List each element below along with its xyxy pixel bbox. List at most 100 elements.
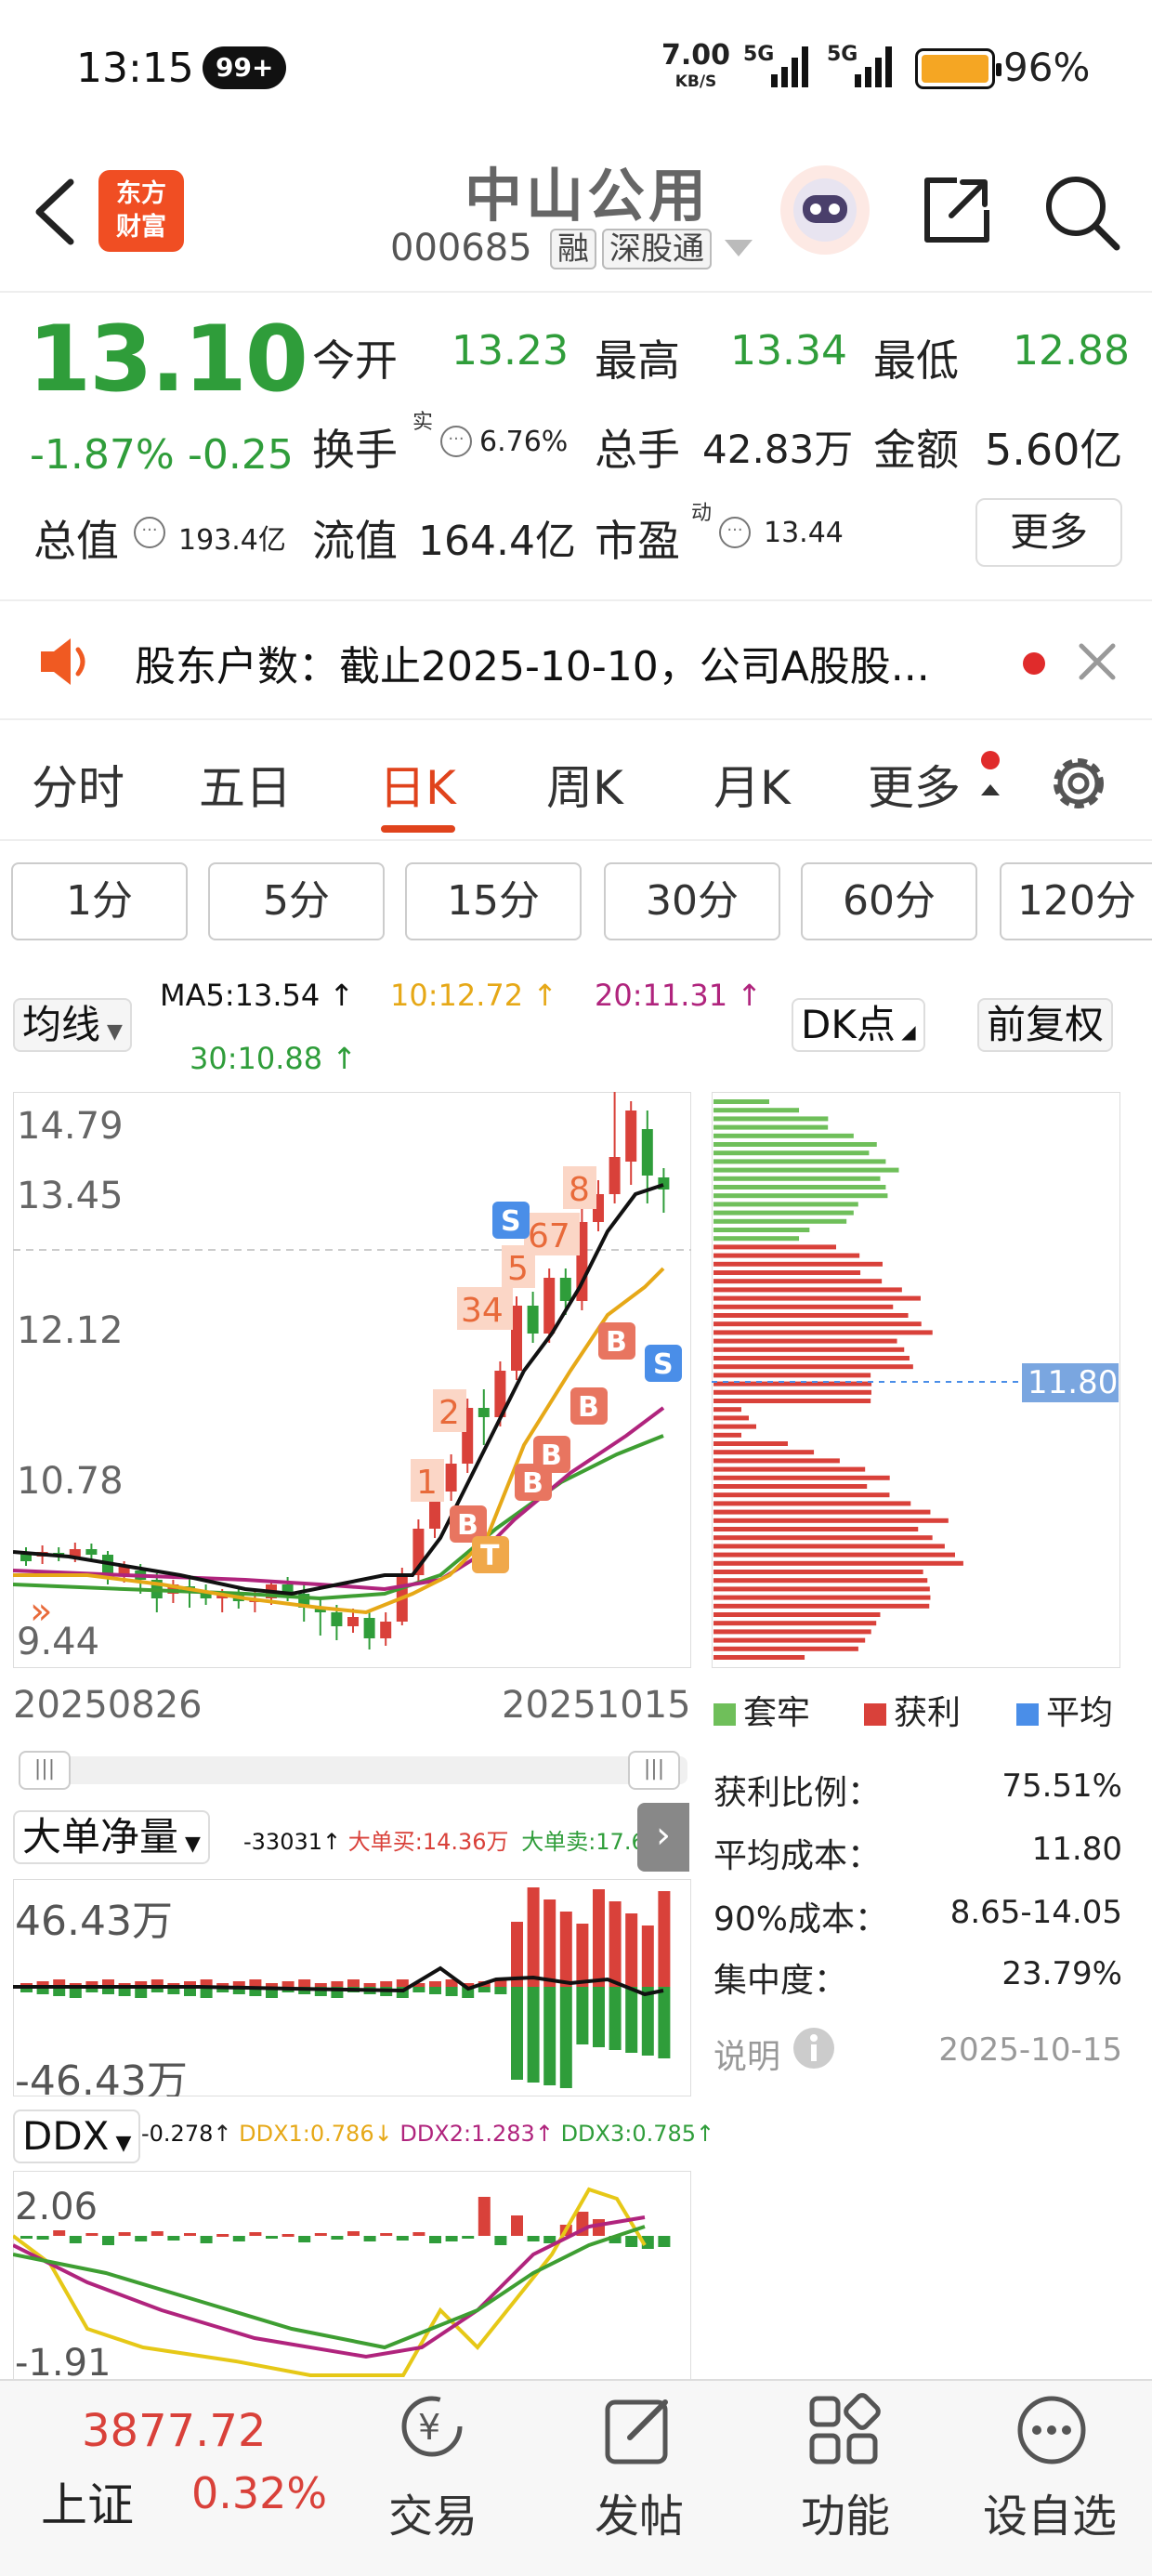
share-icon[interactable] xyxy=(920,173,994,247)
announcement-bar[interactable]: 股东户数：截止2025-10-10，公司A股股... xyxy=(0,599,1152,720)
amount-value: 5.60亿 xyxy=(985,425,1123,475)
close-icon[interactable] xyxy=(1076,640,1119,683)
pe-value: 13.44 xyxy=(764,517,844,549)
chip-bar xyxy=(713,1142,877,1147)
period-30min[interactable]: 30分 xyxy=(604,862,780,940)
bigorder-buy-bar xyxy=(85,1981,98,1987)
candle-body xyxy=(314,1608,326,1612)
bigorder-sell-bar xyxy=(429,1987,441,1994)
slider-right-handle[interactable]: ||| xyxy=(628,1751,680,1790)
ddx-bar xyxy=(151,2231,164,2236)
chip-bar xyxy=(713,1313,909,1318)
chip-bar xyxy=(713,1116,829,1122)
tab-daily-k[interactable]: 日K xyxy=(379,761,456,815)
bigorder-sell-bar xyxy=(200,1987,213,1998)
tab-more[interactable]: 更多 xyxy=(868,761,961,815)
index-name[interactable]: 上证 xyxy=(41,2478,134,2532)
chip-bar xyxy=(713,1629,871,1635)
chip-bar xyxy=(713,1458,840,1464)
search-icon[interactable] xyxy=(1042,173,1122,253)
period-60min[interactable]: 60分 xyxy=(801,862,977,940)
more-tab-indicator-icon xyxy=(981,751,1000,795)
more-dots-icon[interactable]: ··· xyxy=(134,517,165,548)
post-edit-icon[interactable] xyxy=(602,2393,676,2467)
turnover-realtime-sup: 实 xyxy=(412,411,434,434)
bigorder-buy-bar xyxy=(412,1983,425,1987)
turnover-value: 6.76% xyxy=(479,426,569,458)
nav-functions[interactable]: 功能 xyxy=(800,2491,890,2543)
chip-distribution-chart[interactable]: 11.80 xyxy=(712,1092,1120,1668)
more-quote-button[interactable]: 更多 xyxy=(975,498,1122,567)
bigorder-sell-bar xyxy=(167,1987,180,1994)
candle-body xyxy=(347,1617,359,1626)
candle-body xyxy=(609,1157,621,1194)
bigorder-sell-bar xyxy=(184,1987,196,1996)
bigorder-buy-bar xyxy=(593,1889,605,1987)
nav-add-watchlist[interactable]: 设自选 xyxy=(982,2491,1117,2543)
chart-tabs xyxy=(0,725,1152,841)
chip-bar xyxy=(713,1432,741,1438)
period-15min[interactable]: 15分 xyxy=(405,862,582,940)
index-value[interactable]: 3877.72 xyxy=(82,2405,267,2457)
chip-bar xyxy=(713,1655,805,1660)
signal-5g-label-2: 5G xyxy=(827,43,858,66)
slider-left-handle[interactable]: ||| xyxy=(19,1751,71,1790)
ddx-bar xyxy=(363,2236,376,2241)
range-slider-track[interactable] xyxy=(19,1756,687,1784)
ddx-bar xyxy=(36,2236,49,2240)
low-value: 12.88 xyxy=(1013,327,1130,375)
bigorder-line xyxy=(13,1965,664,1997)
robot-avatar-icon[interactable] xyxy=(779,164,871,256)
note-label[interactable]: 说明 xyxy=(713,2038,781,2076)
tab-five-day[interactable]: 五日 xyxy=(199,761,292,815)
ddx-selector[interactable]: DDX ▼ xyxy=(13,2109,141,2163)
tab-monthly-k[interactable]: 月K xyxy=(713,761,791,815)
unread-dot-icon xyxy=(1023,652,1045,675)
price-adjust-button[interactable]: 前复权 xyxy=(977,998,1114,1052)
more-dots-icon[interactable]: ··· xyxy=(440,426,472,457)
float-cap-label: 流值 xyxy=(312,516,398,566)
ddx-bar xyxy=(527,2236,540,2241)
dk-point-selector[interactable]: DK点 ◢ xyxy=(792,998,925,1052)
expand-arrow-icon[interactable]: › xyxy=(637,1803,689,1872)
more-dots-icon[interactable]: ··· xyxy=(719,517,751,548)
tab-weekly-k[interactable]: 周K xyxy=(546,761,623,815)
bigorder-sell-bar xyxy=(527,1987,540,2083)
chip-bar xyxy=(713,1330,933,1335)
period-5min[interactable]: 5分 xyxy=(208,862,385,940)
ddx-bar xyxy=(20,2236,33,2239)
nav-trade[interactable]: 交易 xyxy=(387,2491,478,2543)
volume-label: 总手 xyxy=(595,425,680,475)
chip-bar xyxy=(713,1450,815,1455)
bigorder-buy-bar xyxy=(53,1979,66,1987)
kline-chart[interactable]: 14.79 13.45 12.12 10.78 9.44 1 2 34 5 67… xyxy=(13,1092,691,1668)
back-arrow-icon[interactable] xyxy=(28,177,80,247)
settings-gear-icon[interactable] xyxy=(1046,751,1111,816)
chip-bar xyxy=(713,1167,899,1173)
functions-grid-icon[interactable] xyxy=(808,2393,883,2467)
period-1min[interactable]: 1分 xyxy=(11,862,188,940)
add-watchlist-icon[interactable] xyxy=(1015,2393,1089,2467)
bigorder-selector[interactable]: 大单净量 ▼ xyxy=(13,1810,210,1864)
trade-yen-icon[interactable]: ¥ xyxy=(390,2393,474,2460)
chip-bar xyxy=(713,1347,905,1352)
bigorder-buy-bar xyxy=(36,1981,49,1987)
svg-text:¥: ¥ xyxy=(418,2407,440,2448)
bigorder-chart[interactable]: 46.43万 -46.43万 xyxy=(13,1879,691,2096)
bigorder-sell-bar xyxy=(658,1987,671,2058)
chip-bar xyxy=(713,1492,890,1498)
x-start-date: 20250826 xyxy=(13,1684,203,1727)
ma-selector[interactable]: 均线 ▼ xyxy=(13,998,132,1052)
legend-trapped: 套牢 xyxy=(713,1686,810,1734)
bigorder-sell-bar xyxy=(118,1987,131,1996)
bigorder-buy-bar xyxy=(396,1979,409,1987)
ddx-bar xyxy=(396,2236,409,2241)
ddx-chart[interactable]: 2.06 -1.91 xyxy=(13,2171,691,2379)
period-120min[interactable]: 120分 xyxy=(1000,862,1152,940)
nav-post[interactable]: 发帖 xyxy=(594,2491,684,2543)
info-icon[interactable] xyxy=(792,2026,836,2070)
dropdown-triangle-icon[interactable] xyxy=(725,240,753,258)
bigorder-sell-bar xyxy=(576,1987,589,2044)
ddx-bar xyxy=(380,2233,393,2236)
tab-intraday[interactable]: 分时 xyxy=(32,761,124,815)
